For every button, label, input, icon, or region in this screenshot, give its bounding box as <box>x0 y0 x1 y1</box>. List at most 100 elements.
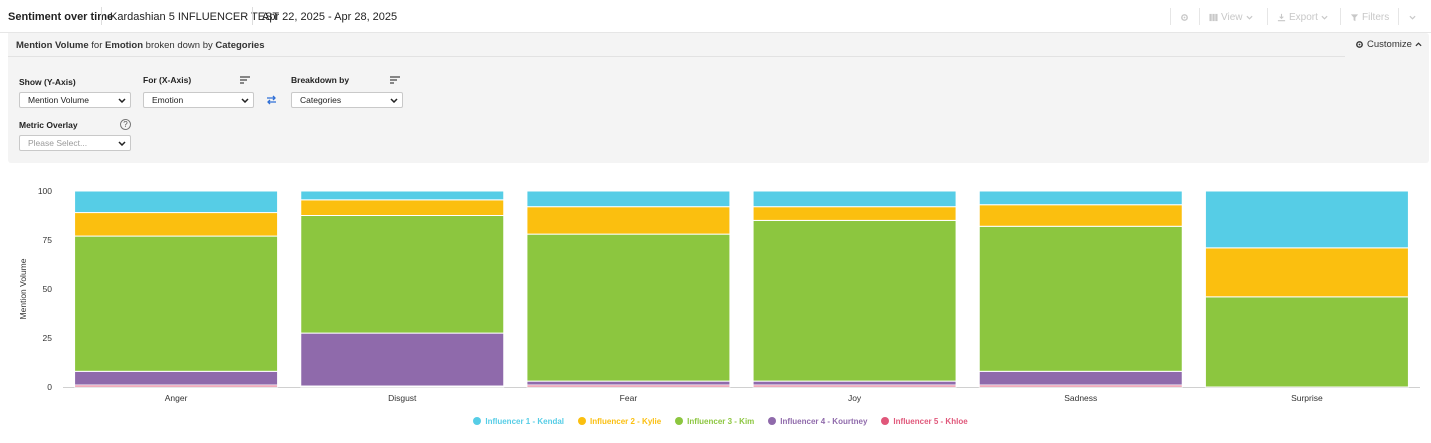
chevron-down-icon <box>386 97 402 103</box>
chevron-down-icon <box>1245 15 1253 20</box>
more-button[interactable] <box>1409 9 1416 25</box>
bar-segment-joy-influencer-3-kim[interactable] <box>752 219 957 382</box>
panel-header: Mention Volume for Emotion broken down b… <box>8 33 1345 57</box>
legend-label: Influencer 2 - Kylie <box>590 416 662 426</box>
x-tick-label: Sadness <box>1064 393 1097 403</box>
legend-item[interactable]: Influencer 5 - Khloe <box>881 413 968 429</box>
view-button[interactable]: View <box>1209 9 1253 25</box>
filter-icon <box>1350 13 1359 21</box>
legend-label: Influencer 4 - Kourtney <box>780 416 868 426</box>
stacked-bar-chart: Mention Volume 0 25 50 75 100 Anger Disgust Fear… <box>18 186 1420 403</box>
download-icon <box>1277 13 1286 21</box>
y-tick-label: 25 <box>43 333 53 343</box>
settings-button[interactable] <box>1180 9 1189 25</box>
x-tick-label: Disgust <box>388 393 417 403</box>
y-axis-title: Mention Volume <box>18 258 28 319</box>
chevron-down-icon <box>114 140 130 146</box>
legend-swatch <box>881 417 890 425</box>
legend-label: Influencer 3 - Kim <box>687 416 755 426</box>
divider <box>1340 8 1341 25</box>
bar-segment-joy-influencer-1-kendal[interactable] <box>752 190 957 208</box>
breakdown-select[interactable]: Categories <box>291 92 403 108</box>
divider <box>1267 8 1268 25</box>
bar-segment-anger-influencer-1-kendal[interactable] <box>74 190 279 214</box>
legend-item[interactable]: Influencer 4 - Kourtney <box>768 413 867 429</box>
customize-button[interactable]: Customize <box>1355 39 1422 50</box>
y-tick-label: 50 <box>43 284 53 294</box>
metric-overlay-value: Please Select... <box>28 138 88 148</box>
export-button[interactable]: Export <box>1277 9 1328 25</box>
title-dimension: Emotion <box>105 40 144 51</box>
x-tick-label: Joy <box>848 393 862 403</box>
legend-swatch <box>768 417 777 425</box>
x-axis-label: For (X-Axis) <box>143 75 192 85</box>
metric-overlay-label: Metric Overlay <box>19 120 78 130</box>
bar-segment-fear-influencer-4-kourtney[interactable] <box>526 380 731 386</box>
chevron-down-icon <box>1321 15 1328 20</box>
metric-overlay-select[interactable]: Please Select... <box>19 135 131 151</box>
bar-segment-disgust-influencer-4-kourtney[interactable] <box>300 332 505 387</box>
y-tick-label: 75 <box>43 235 53 245</box>
help-icon[interactable]: ? <box>120 119 131 130</box>
y-tick-label: 0 <box>47 382 52 392</box>
divider <box>252 7 253 25</box>
divider <box>101 7 102 25</box>
title-metric: Mention Volume <box>16 40 89 51</box>
x-tick-label: Surprise <box>1291 393 1323 403</box>
bar-segment-disgust-influencer-1-kendal[interactable] <box>300 190 505 201</box>
bar-segment-surprise-influencer-1-kendal[interactable] <box>1204 190 1409 249</box>
report-title: Sentiment over time <box>8 11 114 23</box>
legend-item[interactable]: Influencer 3 - Kim <box>675 413 754 429</box>
filters-button[interactable]: Filters <box>1350 9 1389 25</box>
title-broken-down: broken down by <box>145 40 213 51</box>
bar-segment-sadness-influencer-3-kim[interactable] <box>978 225 1183 372</box>
sort-icon[interactable] <box>240 76 250 84</box>
breakdown-value: Categories <box>300 95 342 105</box>
bar-segment-disgust-influencer-2-kylie[interactable] <box>300 199 505 216</box>
legend-label: Influencer 1 - Kendal <box>485 416 565 426</box>
y-axis-value: Mention Volume <box>28 95 89 105</box>
top-bar: Sentiment over time Kardashian 5 INFLUEN… <box>0 0 1431 33</box>
legend-item[interactable]: Influencer 1 - Kendal <box>473 413 564 429</box>
bar-segment-sadness-influencer-1-kendal[interactable] <box>978 190 1183 206</box>
filters-label: Filters <box>1362 11 1390 23</box>
chevron-down-icon <box>1409 15 1416 20</box>
bar-segment-surprise-influencer-3-kim[interactable] <box>1204 296 1409 388</box>
gear-icon <box>1356 41 1363 48</box>
date-range[interactable]: Apr 22, 2025 - Apr 28, 2025 <box>262 11 398 23</box>
bar-segment-sadness-influencer-2-kylie[interactable] <box>978 204 1183 227</box>
bar-segment-joy-influencer-2-kylie[interactable] <box>752 206 957 221</box>
bar-segment-anger-influencer-4-kourtney[interactable] <box>74 370 279 386</box>
bar-segment-joy-influencer-4-kourtney[interactable] <box>752 380 957 386</box>
title-breakdown: Categories <box>215 40 265 51</box>
project-name[interactable]: Kardashian 5 INFLUENCER TEST <box>110 11 280 23</box>
export-label: Export <box>1289 11 1318 23</box>
gear-icon <box>1181 13 1188 21</box>
bar-segment-fear-influencer-2-kylie[interactable] <box>526 206 731 235</box>
bar-segment-anger-influencer-3-kim[interactable] <box>74 235 279 372</box>
x-axis-select[interactable]: Emotion <box>143 92 254 108</box>
bar-segment-surprise-influencer-2-kylie[interactable] <box>1204 247 1409 298</box>
view-label: View <box>1221 11 1243 23</box>
legend-item[interactable]: Influencer 2 - Kylie <box>578 413 661 429</box>
legend-swatch <box>675 417 684 425</box>
sort-icon[interactable] <box>390 76 400 84</box>
y-axis-select[interactable]: Mention Volume <box>19 92 131 108</box>
legend-swatch <box>473 417 482 425</box>
bar-segment-fear-influencer-3-kim[interactable] <box>526 233 731 382</box>
divider <box>1398 8 1399 25</box>
bar-segment-sadness-influencer-4-kourtney[interactable] <box>978 370 1183 386</box>
divider <box>1199 8 1200 25</box>
title-for: for <box>91 40 103 51</box>
bar-segment-disgust-influencer-3-kim[interactable] <box>300 215 505 334</box>
chart-legend: Influencer 1 - Kendal Influencer 2 - Kyli… <box>0 413 1431 429</box>
x-tick-label: Anger <box>165 393 188 403</box>
divider <box>1170 8 1171 25</box>
chevron-up-icon <box>1415 42 1422 47</box>
swap-axes-icon[interactable] <box>266 95 277 105</box>
legend-label: Influencer 5 - Khloe <box>893 416 968 426</box>
y-tick-label: 100 <box>38 186 52 196</box>
bar-segment-fear-influencer-1-kendal[interactable] <box>526 190 731 208</box>
legend-swatch <box>578 417 587 425</box>
bar-segment-anger-influencer-2-kylie[interactable] <box>74 212 279 237</box>
